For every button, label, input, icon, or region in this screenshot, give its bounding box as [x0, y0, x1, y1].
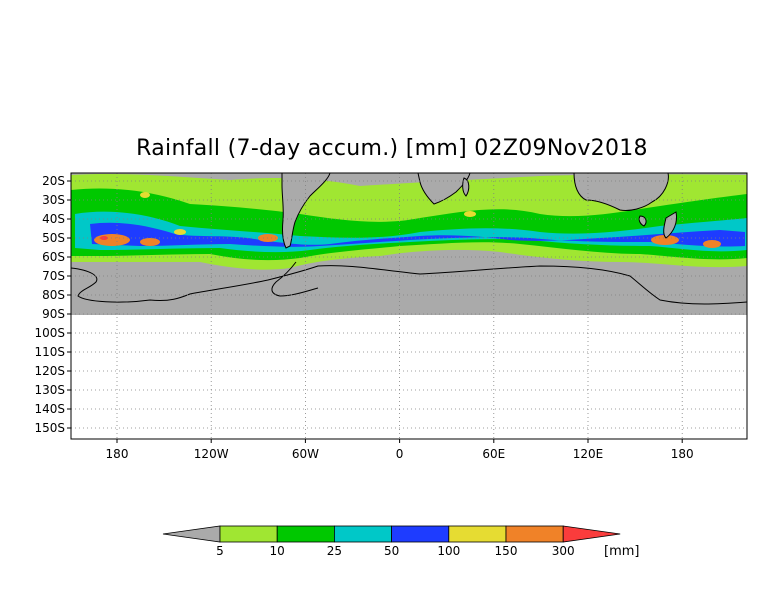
madagascar: [462, 177, 470, 197]
colorbar-label: 50: [384, 544, 399, 558]
plot-frame: [70, 172, 748, 440]
colorbar-label: 100: [437, 544, 460, 558]
colorbar-segment: [276, 525, 335, 543]
heavy-rain-cell: [94, 234, 130, 246]
x-tick-label: 120W: [194, 447, 229, 461]
x-tick-label: 60W: [292, 447, 319, 461]
x-tick-label: 120E: [573, 447, 604, 461]
colorbar-under-triangle: [162, 525, 221, 543]
y-tick-label: 20S: [42, 174, 65, 188]
map-title: Rainfall (7-day accum.) [mm] 02Z09Nov201…: [136, 136, 648, 161]
colorbar-segment: [505, 525, 564, 543]
y-tick-label: 150S: [34, 421, 65, 435]
colorbar-label: 10: [270, 544, 285, 558]
y-tick-label: 30S: [42, 193, 65, 207]
y-tick-label: 60S: [42, 250, 65, 264]
y-tick-label: 80S: [42, 288, 65, 302]
heavy-rain-cell: [140, 238, 160, 246]
y-tick-label: 140S: [34, 402, 65, 416]
moderate-rain-cell: [140, 192, 150, 198]
rain-belt: [71, 173, 747, 270]
tasmania: [638, 215, 647, 227]
precipitation-field: [71, 173, 747, 315]
colorbar-segment: [391, 525, 450, 543]
antarctica: [71, 265, 747, 305]
y-tick-label: 100S: [34, 326, 65, 340]
gridlines: [71, 173, 747, 439]
x-tick-label: 60E: [482, 447, 505, 461]
colorbar-label: 25: [327, 544, 342, 558]
x-tick-label: 0: [396, 447, 404, 461]
x-tick-label: 180: [106, 447, 129, 461]
y-tick-label: 110S: [34, 345, 65, 359]
rain-band-blue: [90, 222, 745, 247]
y-tick-label: 120S: [34, 364, 65, 378]
colorbar-label: 150: [495, 544, 518, 558]
land-masses: [71, 173, 747, 305]
colorbar-unit: [mm]: [604, 544, 639, 559]
y-tick-label: 70S: [42, 269, 65, 283]
y-tick-label: 40S: [42, 212, 65, 226]
heavy-rain-cell: [703, 240, 721, 248]
colorbar: 5 10 25 50 100 150 300 [mm]: [162, 525, 639, 559]
australia: [573, 173, 669, 211]
heavy-rain-cell: [651, 235, 679, 245]
colorbar-label: 300: [552, 544, 575, 558]
x-tick-label: 180: [671, 447, 694, 461]
moderate-rain-cell: [174, 229, 186, 235]
y-tick-label: 130S: [34, 383, 65, 397]
x-axis: 180 120W 60W 0 60E 120E 180: [106, 439, 694, 461]
y-tick-label: 90S: [42, 307, 65, 321]
colorbar-segment: [219, 525, 278, 543]
antarctic-peninsula: [271, 261, 319, 297]
colorbar-over-triangle: [562, 525, 621, 543]
colorbar-segment: [333, 525, 392, 543]
y-axis: 20S 30S 40S 50S 60S 70S 80S 90S 100S 110S 120S 130S…: [34, 174, 71, 435]
moderate-rain-cell: [464, 211, 476, 217]
south-america: [281, 173, 331, 249]
colorbar-label: 5: [216, 544, 224, 558]
new-zealand: [663, 211, 677, 239]
y-tick-label: 50S: [42, 231, 65, 245]
colorbar-segment: [448, 525, 507, 543]
